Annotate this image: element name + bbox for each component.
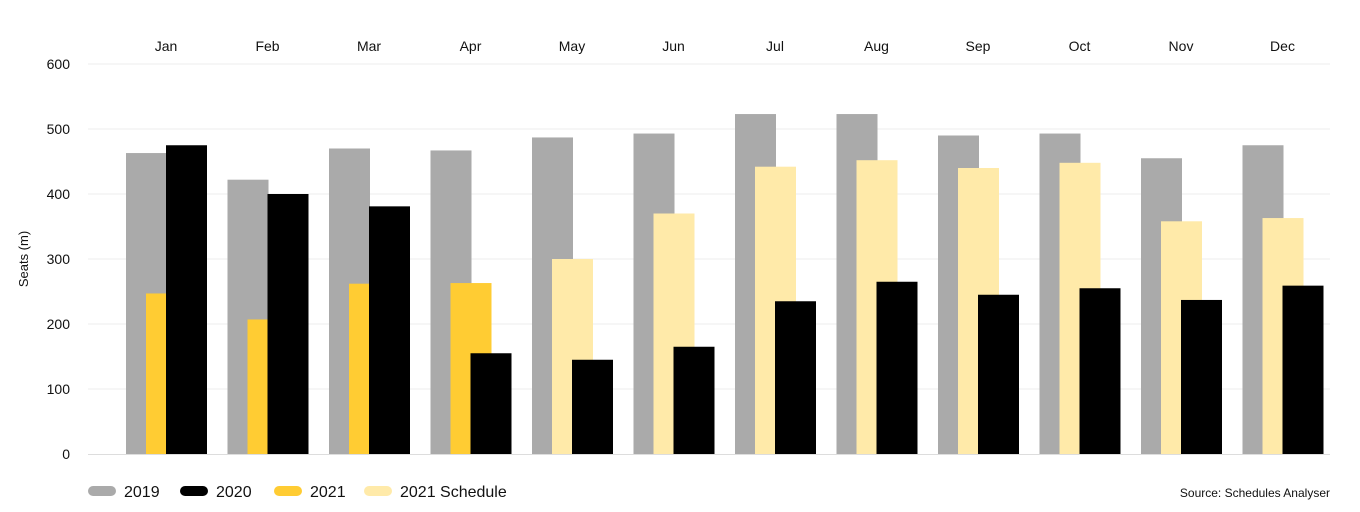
bar-2020-oct bbox=[1079, 288, 1121, 454]
month-label-oct: Oct bbox=[1069, 38, 1091, 54]
y-tick-label-0: 0 bbox=[62, 446, 70, 462]
month-label-apr: Apr bbox=[460, 38, 482, 54]
legend-swatch-2021 bbox=[274, 486, 302, 496]
month-label-dec: Dec bbox=[1270, 38, 1295, 54]
bars bbox=[126, 114, 1324, 455]
bar-2020-sep bbox=[978, 294, 1019, 454]
bar-2020-jul bbox=[775, 301, 816, 454]
y-tick-label-100: 100 bbox=[47, 381, 71, 397]
bar-2020-jun bbox=[673, 346, 715, 454]
bar-2020-dec bbox=[1282, 285, 1324, 454]
y-tick-label-600: 600 bbox=[47, 56, 71, 72]
month-label-nov: Nov bbox=[1169, 38, 1194, 54]
y-tick-label-500: 500 bbox=[47, 121, 71, 137]
y-tick-label-200: 200 bbox=[47, 316, 71, 332]
y-axis-title: Seats (m) bbox=[16, 231, 31, 287]
y-tick-label-400: 400 bbox=[47, 186, 71, 202]
month-label-jan: Jan bbox=[155, 38, 178, 54]
month-label-jun: Jun bbox=[662, 38, 685, 54]
month-label-sep: Sep bbox=[966, 38, 991, 54]
legend: 2019 2020 2021 2021 Schedule bbox=[88, 484, 507, 501]
bar-2020-may bbox=[572, 359, 613, 454]
y-axis-ticks: 0 100 200 300 400 500 600 bbox=[47, 56, 71, 462]
legend-label-2020: 2020 bbox=[216, 484, 252, 501]
source-note: Source: Schedules Analyser bbox=[1180, 486, 1330, 500]
bar-2020-mar bbox=[369, 206, 410, 454]
month-label-may: May bbox=[559, 38, 585, 54]
legend-label-2021-schedule: 2021 Schedule bbox=[400, 484, 507, 501]
legend-swatch-2019 bbox=[88, 486, 116, 496]
month-label-jul: Jul bbox=[766, 38, 784, 54]
y-tick-label-300: 300 bbox=[47, 251, 71, 267]
bar-2020-jan bbox=[166, 145, 207, 454]
legend-label-2021: 2021 bbox=[310, 484, 346, 501]
month-label-mar: Mar bbox=[357, 38, 381, 54]
x-axis-labels: Jan Feb Mar Apr May Jun Jul Aug Sep Oct Nov Dec bbox=[155, 38, 1295, 54]
bar-2020-aug bbox=[876, 281, 918, 454]
legend-label-2019: 2019 bbox=[124, 484, 160, 501]
legend-swatch-2020 bbox=[180, 486, 208, 496]
bar-2020-nov bbox=[1181, 299, 1222, 454]
month-label-feb: Feb bbox=[255, 38, 279, 54]
legend-swatch-2021-schedule bbox=[364, 486, 392, 496]
bar-2020-apr bbox=[470, 353, 512, 454]
month-label-aug: Aug bbox=[864, 38, 889, 54]
bar-2020-feb bbox=[267, 194, 309, 454]
